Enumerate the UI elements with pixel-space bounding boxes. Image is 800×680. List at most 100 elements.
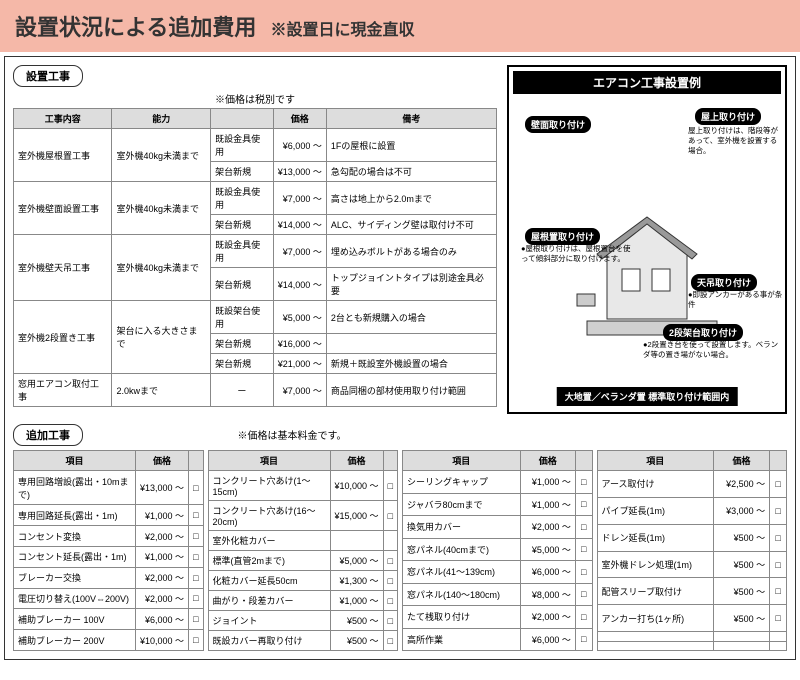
cell-type: 架台新規 xyxy=(211,268,274,301)
cell-item: 室外機ドレン処理(1m) xyxy=(597,551,713,578)
cell-note: 2台とも新規購入の場合 xyxy=(326,301,496,334)
cell-price: ¥7,000 ～ xyxy=(273,235,326,268)
additional-table: 項目価格アース取付け¥2,500 ～□パイプ延長(1m)¥3,000 ～□ドレン… xyxy=(597,450,788,651)
table-row: 窓用エアコン取付工事2.0kwまでー¥7,000 ～商品同梱の部材使用取り付け範… xyxy=(14,374,497,407)
table-row: 窓パネル(41～139cm)¥6,000 ～□ xyxy=(403,561,593,584)
cell-checkbox xyxy=(770,641,787,650)
table-header: 項目 xyxy=(403,451,521,471)
cell-work: 窓用エアコン取付工事 xyxy=(14,374,112,407)
cell-capacity: 2.0kwまで xyxy=(112,374,211,407)
cell-price: ¥13,000 ～ xyxy=(273,162,326,182)
cell-checkbox: □ xyxy=(575,628,592,651)
table-row: 電圧切り替え(100V⇔200V)¥2,000 ～□ xyxy=(14,588,204,609)
table-header xyxy=(383,451,397,471)
cell-item: パイプ延長(1m) xyxy=(597,497,713,524)
install-section: 設置工事 ※価格は税別です 工事内容能力価格備考 室外機屋根置工事室外機40kg… xyxy=(13,65,497,414)
cell-work: 室外機2段置き工事 xyxy=(14,301,112,374)
cell-checkbox xyxy=(770,632,787,641)
cell-checkbox: □ xyxy=(189,630,203,651)
cell-capacity: 室外機40kg未満まで xyxy=(112,129,211,182)
cell-checkbox: □ xyxy=(383,631,397,651)
cell-type: 架台新規 xyxy=(211,215,274,235)
cell-price: ¥2,000 ～ xyxy=(136,588,189,609)
cell-checkbox: □ xyxy=(189,588,203,609)
cell-price: ¥500 ～ xyxy=(713,578,769,605)
cell-checkbox: □ xyxy=(383,471,397,501)
section1-label: 設置工事 xyxy=(13,65,83,87)
table-row: コンセント変換¥2,000 ～□ xyxy=(14,526,204,547)
cell-note xyxy=(326,334,496,354)
cell-price: ¥500 ～ xyxy=(713,524,769,551)
cell-checkbox: □ xyxy=(383,501,397,531)
cell-item: 補助ブレーカー 100V xyxy=(14,609,136,630)
example-bottom-label: 大地置／ベランダ置 標準取り付け範囲内 xyxy=(557,387,738,406)
table-row: コンセント延長(露出・1m)¥1,000 ～□ xyxy=(14,546,204,567)
callout-desc: ●2段置き台を使って設置します。ベランダ等の置き場がない場合。 xyxy=(643,340,783,360)
additional-table: 項目価格コンクリート穴あけ(1～15cm)¥10,000 ～□コンクリート穴あけ… xyxy=(208,450,399,651)
cell-price: ¥8,000 ～ xyxy=(520,583,575,606)
cell-note: トップジョイントタイプは別途金具必要 xyxy=(326,268,496,301)
cell-price xyxy=(713,632,769,641)
table-row: 室外機壁天吊工事室外機40kg未満まで既設金具使用¥7,000 ～埋め込みボルト… xyxy=(14,235,497,268)
cell-item: 既設カバー再取り付け xyxy=(208,631,330,651)
cell-price: ¥500 ～ xyxy=(330,611,383,631)
cell-price: ¥14,000 ～ xyxy=(273,215,326,235)
cell-type: 既設金具使用 xyxy=(211,182,274,215)
cell-item: 曲がり・段差カバー xyxy=(208,591,330,611)
table-row: 室外機ドレン処理(1m)¥500 ～□ xyxy=(597,551,787,578)
cell-item: 化粧カバー延長50cm xyxy=(208,571,330,591)
table-row xyxy=(597,641,787,650)
cell-price: ¥6,000 ～ xyxy=(520,561,575,584)
cell-price: ¥2,000 ～ xyxy=(136,526,189,547)
cell-item: 窓パネル(41～139cm) xyxy=(403,561,521,584)
cell-item: 補助ブレーカー 200V xyxy=(14,630,136,651)
cell-price: ¥1,000 ～ xyxy=(520,493,575,516)
section2-note: ※価格は基本料金です。 xyxy=(237,427,346,442)
cell-type: 既設金具使用 xyxy=(211,129,274,162)
table-header xyxy=(189,451,203,471)
table-row: 室外機屋根置工事室外機40kg未満まで既設金具使用¥6,000 ～1Fの屋根に設… xyxy=(14,129,497,162)
cell-price: ¥21,000 ～ xyxy=(273,354,326,374)
table-header: 能力 xyxy=(112,109,211,129)
cell-checkbox xyxy=(383,531,397,551)
table-header: 価格 xyxy=(520,451,575,471)
callout-label: 2段架台取り付け xyxy=(663,324,743,341)
cell-item: ジャバラ80cmまで xyxy=(403,493,521,516)
table-row: 標準(直管2mまで)¥5,000 ～□ xyxy=(208,551,398,571)
cell-item: コンセント変換 xyxy=(14,526,136,547)
cell-item: 専用回路延長(露出・1m) xyxy=(14,505,136,526)
example-diagram: 大地置／ベランダ置 標準取り付け範囲内 壁面取り付け屋上取り付け屋根置取り付け天… xyxy=(513,98,781,408)
cell-checkbox: □ xyxy=(575,538,592,561)
table-row xyxy=(597,632,787,641)
table-row: たて桟取り付け¥2,000 ～□ xyxy=(403,606,593,629)
cell-price: ¥5,000 ～ xyxy=(520,538,575,561)
table-row: 換気用カバー¥2,000 ～□ xyxy=(403,516,593,539)
table-row: ジャバラ80cmまで¥1,000 ～□ xyxy=(403,493,593,516)
cell-checkbox: □ xyxy=(383,551,397,571)
table-header: 工事内容 xyxy=(14,109,112,129)
cell-work: 室外機壁天吊工事 xyxy=(14,235,112,301)
table-row: 配管スリーブ取付け¥500 ～□ xyxy=(597,578,787,605)
cell-price: ¥1,300 ～ xyxy=(330,571,383,591)
cell-checkbox: □ xyxy=(770,471,787,498)
table-row: アース取付け¥2,500 ～□ xyxy=(597,471,787,498)
example-title: エアコン工事設置例 xyxy=(513,71,781,94)
cell-checkbox: □ xyxy=(575,471,592,494)
callout-label: 天吊取り付け xyxy=(691,274,757,291)
section2-label: 追加工事 xyxy=(13,424,83,446)
table-row: パイプ延長(1m)¥3,000 ～□ xyxy=(597,497,787,524)
cell-item: ブレーカー交換 xyxy=(14,567,136,588)
cell-checkbox: □ xyxy=(189,609,203,630)
cell-price: ¥6,000 ～ xyxy=(273,129,326,162)
cell-price: ¥10,000 ～ xyxy=(330,471,383,501)
cell-checkbox: □ xyxy=(383,591,397,611)
header-subtitle: ※設置日に現金直収 xyxy=(270,22,414,39)
cell-price: ¥6,000 ～ xyxy=(136,609,189,630)
cell-checkbox: □ xyxy=(770,605,787,632)
table-row: 補助ブレーカー 200V¥10,000 ～□ xyxy=(14,630,204,651)
cell-price: ¥2,000 ～ xyxy=(520,516,575,539)
cell-note: 埋め込みボルトがある場合のみ xyxy=(326,235,496,268)
cell-item: アンカー打ち(1ヶ所) xyxy=(597,605,713,632)
cell-item xyxy=(597,641,713,650)
cell-note: 新規＋既設室外機設置の場合 xyxy=(326,354,496,374)
